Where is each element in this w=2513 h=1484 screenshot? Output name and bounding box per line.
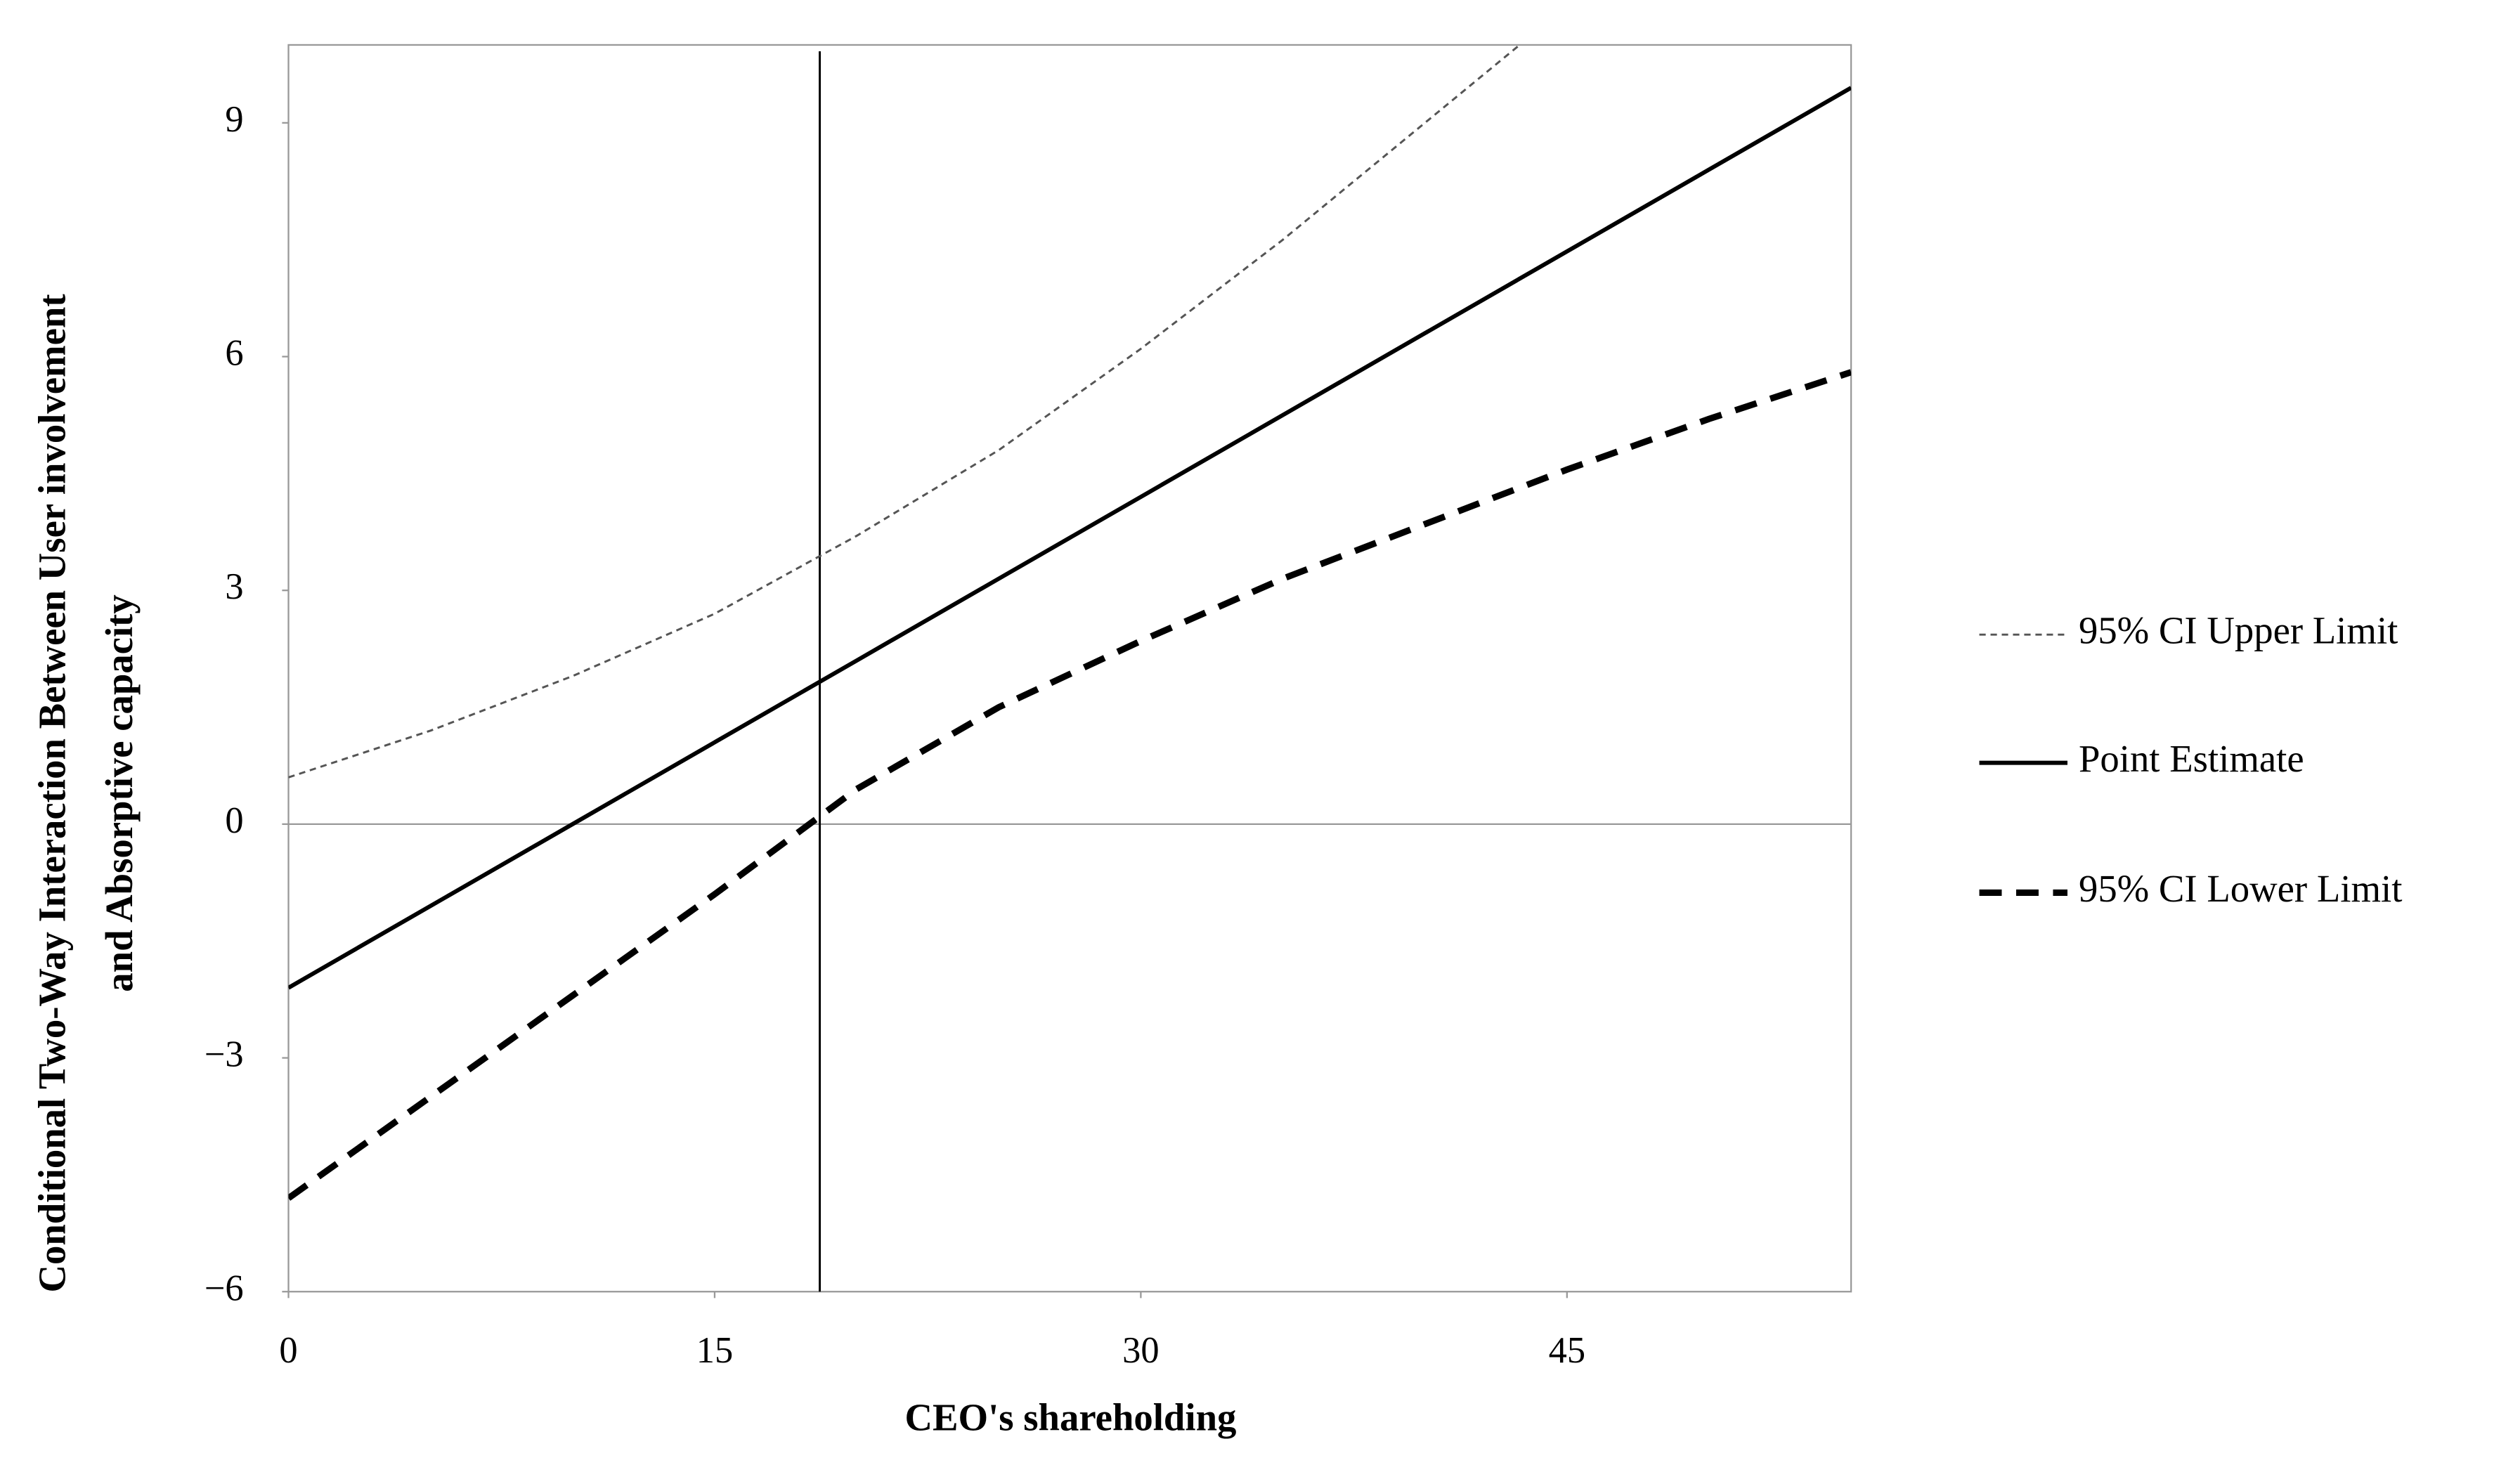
legend-label: 95% CI Upper Limit <box>2079 609 2398 652</box>
plot-frame <box>287 44 1852 1293</box>
y-tick-label: 9 <box>225 99 243 140</box>
x-axis-label: CEO's shareholding <box>905 1396 1237 1439</box>
x-tick-label: 45 <box>1549 1330 1585 1371</box>
series-line <box>288 369 1852 1201</box>
y-tick-label: 6 <box>225 333 243 374</box>
x-tick-label: 0 <box>279 1330 297 1371</box>
y-tick-label: 0 <box>225 800 243 841</box>
x-tick-label: 30 <box>1122 1330 1159 1371</box>
plot-area <box>288 44 1852 1201</box>
y-tick-label: −3 <box>204 1034 244 1075</box>
y-axis-label: Conditional Two-Way Interaction Between … <box>30 294 73 1292</box>
y-tick-label: −6 <box>204 1268 244 1308</box>
legend-label: Point Estimate <box>2079 737 2304 780</box>
x-tick-label: 15 <box>696 1330 733 1371</box>
y-axis-label: and Absorptive capacity <box>98 594 141 991</box>
series-line <box>288 86 1852 990</box>
series-line <box>288 44 1521 779</box>
y-tick-label: 3 <box>225 566 243 607</box>
legend-label: 95% CI Lower Limit <box>2079 867 2402 910</box>
